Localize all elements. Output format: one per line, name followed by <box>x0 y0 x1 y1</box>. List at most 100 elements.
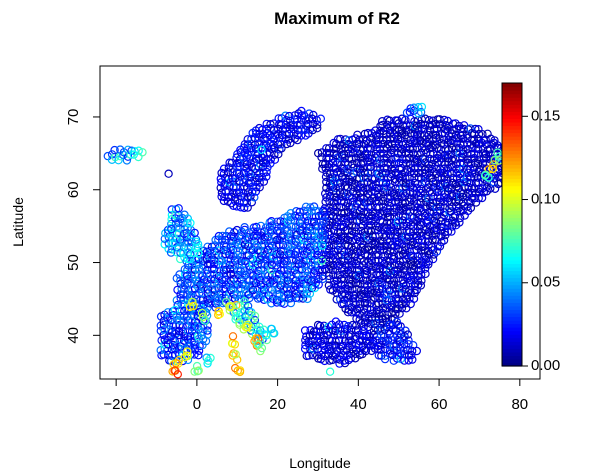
colorbar-segment <box>502 160 522 165</box>
colorbar-segment <box>502 97 522 102</box>
data-point <box>473 159 483 168</box>
data-point <box>412 346 421 356</box>
colorbar-segment <box>502 358 522 364</box>
data-point <box>447 129 456 138</box>
data-point <box>304 119 313 129</box>
data-point <box>259 285 268 294</box>
data-point <box>240 225 249 235</box>
data-point <box>466 124 475 133</box>
colorbar-segment <box>502 224 522 229</box>
colorbar-segment <box>502 291 522 296</box>
data-point <box>317 221 326 230</box>
data-point <box>267 221 276 230</box>
data-point <box>390 203 399 213</box>
data-point <box>262 167 271 177</box>
data-point <box>366 299 375 308</box>
data-point <box>134 152 143 162</box>
colorbar-segment <box>502 302 522 307</box>
colorbar-segment <box>502 228 522 233</box>
data-point <box>282 284 292 293</box>
hotspot-point <box>489 160 498 169</box>
data-point <box>443 169 452 179</box>
data-point <box>474 193 483 203</box>
colorbar-segment <box>502 235 522 240</box>
data-point <box>298 222 307 231</box>
data-point <box>174 204 183 213</box>
data-point <box>386 121 395 131</box>
x-tick-label: 0 <box>193 396 201 413</box>
data-point <box>417 276 426 285</box>
data-point <box>246 173 255 182</box>
data-point <box>395 309 404 318</box>
data-point <box>317 227 327 236</box>
points-layer <box>103 102 507 379</box>
data-point <box>370 237 380 246</box>
data-point <box>421 114 430 123</box>
data-point <box>401 139 410 149</box>
data-point <box>393 134 403 144</box>
data-point <box>193 239 203 249</box>
data-point <box>318 271 327 281</box>
data-point <box>262 335 272 345</box>
data-point <box>186 332 195 341</box>
data-point <box>374 256 383 265</box>
data-point <box>159 320 169 329</box>
data-point <box>198 281 207 290</box>
data-point <box>382 153 391 162</box>
hotspot-point <box>232 355 242 364</box>
data-point <box>393 193 402 202</box>
data-point <box>174 243 183 253</box>
colorbar-frame <box>501 82 523 367</box>
data-point <box>435 115 444 124</box>
data-point <box>248 265 258 274</box>
data-point <box>405 197 414 206</box>
data-point <box>408 346 417 356</box>
data-point <box>458 206 467 215</box>
data-point <box>225 227 234 236</box>
data-point <box>489 174 499 183</box>
colorbar-segment <box>502 344 522 349</box>
data-point <box>443 179 452 188</box>
data-point <box>277 144 286 153</box>
colorbar-segment <box>502 100 522 105</box>
data-point <box>385 116 394 125</box>
data-point <box>319 321 329 330</box>
data-point <box>307 276 316 286</box>
data-point <box>409 341 418 350</box>
data-point <box>233 250 242 260</box>
colorbar-segment <box>502 167 522 173</box>
data-point <box>298 275 307 285</box>
colorbar-segment <box>502 146 522 151</box>
hotspot-point <box>194 366 203 375</box>
data-point <box>404 356 413 365</box>
data-point <box>235 177 244 186</box>
data-point <box>416 198 425 207</box>
data-point <box>402 121 411 130</box>
data-point <box>354 326 363 335</box>
data-point <box>443 197 452 206</box>
data-point <box>466 203 476 213</box>
data-point <box>412 189 421 198</box>
data-point <box>221 235 230 245</box>
y-axis: 40 50 60 70 <box>65 109 101 344</box>
data-point <box>240 222 249 232</box>
data-point <box>190 270 200 279</box>
data-point <box>243 203 252 212</box>
data-point <box>340 330 349 339</box>
data-point <box>416 130 425 139</box>
data-point <box>343 225 352 235</box>
data-point <box>396 322 405 331</box>
data-point <box>166 248 176 257</box>
data-point <box>220 181 229 191</box>
data-point <box>376 345 385 354</box>
colorbar-segment <box>502 242 522 247</box>
data-point <box>359 240 368 249</box>
data-point <box>409 103 419 112</box>
data-point <box>347 144 356 154</box>
data-point <box>359 183 368 192</box>
data-point <box>234 188 244 197</box>
data-point <box>241 270 250 280</box>
data-point <box>319 236 328 245</box>
data-point <box>257 172 267 182</box>
data-point <box>454 183 463 193</box>
